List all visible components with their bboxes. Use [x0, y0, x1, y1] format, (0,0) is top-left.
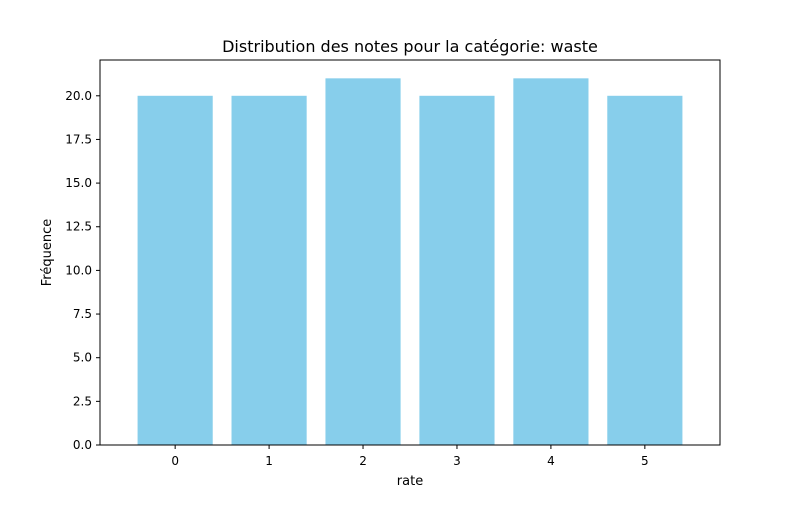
bar-5 [607, 95, 683, 446]
bar-1 [231, 95, 307, 446]
x-tick-label: 0 [171, 454, 179, 468]
x-tick-label: 5 [641, 454, 649, 468]
x-tick-label: 1 [265, 454, 273, 468]
x-tick-label: 2 [359, 454, 367, 468]
x-axis-ticks: 0 1 2 3 4 5 [171, 445, 649, 468]
bar-3 [419, 95, 495, 446]
y-tick-label: 15.0 [65, 176, 92, 190]
y-tick-label: 17.5 [65, 132, 92, 146]
bar-4 [513, 78, 589, 445]
x-axis-label: rate [397, 474, 423, 489]
y-axis-label: Fréquence [40, 219, 55, 286]
y-tick-label: 5.0 [73, 351, 92, 365]
bar-0 [137, 95, 213, 446]
chart-title: Distribution des notes pour la catégorie… [222, 37, 598, 56]
bars-layer [137, 78, 683, 446]
plot-frame [99, 59, 721, 446]
x-tick-label: 4 [547, 454, 555, 468]
x-tick-label: 3 [453, 454, 461, 468]
y-tick-label: 10.0 [65, 263, 92, 277]
y-tick-label: 0.0 [73, 438, 92, 452]
y-tick-label: 2.5 [73, 394, 92, 408]
y-tick-label: 12.5 [65, 220, 92, 234]
bar-2 [325, 78, 401, 445]
y-tick-label: 20.0 [65, 89, 92, 103]
y-tick-label: 7.5 [73, 307, 92, 321]
y-axis-ticks: 0.0 2.5 5.0 7.5 10.0 12.5 15.0 17.5 20.0 [65, 89, 100, 452]
